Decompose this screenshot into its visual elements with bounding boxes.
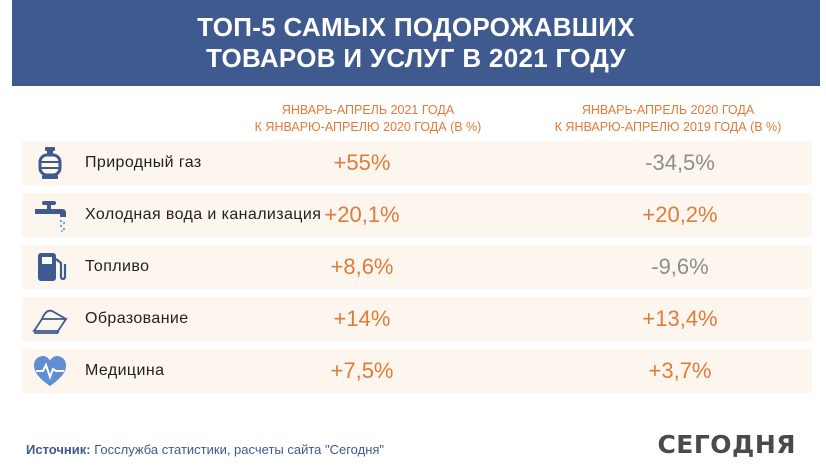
value-2021: +14% — [333, 306, 391, 331]
category-label: Образование — [85, 310, 189, 327]
category-label: Топливо — [85, 258, 150, 275]
heart-pulse-icon — [32, 353, 68, 389]
value-2021: +55% — [333, 150, 391, 175]
water-tap-icon — [32, 197, 68, 233]
column-header-2020: ЯНВАРЬ-АПРЕЛЬ 2020 ГОДА К ЯНВАРЮ-АПРЕЛЮ … — [554, 103, 782, 134]
category-label: Природный газ — [85, 154, 202, 171]
brand-logo: СЕГОДНЯ — [657, 430, 796, 459]
value-2021: +20,1% — [324, 202, 400, 227]
table-row: Холодная вода и канализация +20,1% +20,2% — [22, 193, 812, 237]
fuel-pump-icon — [32, 249, 68, 285]
value-2021: +7,5% — [330, 358, 394, 383]
category-label: Медицина — [85, 362, 165, 379]
column-header-2021: ЯНВАРЬ-АПРЕЛЬ 2021 ГОДА К ЯНВАРЮ-АПРЕЛЮ … — [254, 103, 482, 134]
book-icon — [32, 301, 68, 337]
value-2020: +3,7% — [648, 358, 712, 383]
value-2020: -9,6% — [651, 254, 709, 279]
table-row: Топливо +8,6% -9,6% — [22, 245, 812, 289]
title-line-1: ТОП-5 САМЫХ ПОДОРОЖАВШИХ — [197, 12, 635, 42]
table-row: Природный газ +55% -34,5% — [22, 141, 812, 185]
source-note: Источник: Госслужба статистики, расчеты … — [26, 442, 385, 457]
table-row: Медицина +7,5% +3,7% — [22, 349, 812, 393]
gas-cylinder-icon — [32, 145, 68, 181]
table-rows: Природный газ +55% -34,5% Холодная вода и к… — [22, 141, 812, 401]
value-2021: +8,6% — [330, 254, 394, 279]
value-2020: +13,4% — [642, 306, 718, 331]
value-2020: +20,2% — [642, 202, 718, 227]
title-banner: ТОП-5 САМЫХ ПОДОРОЖАВШИХ ТОВАРОВ И УСЛУГ… — [12, 0, 820, 86]
value-2020: -34,5% — [645, 150, 715, 175]
title-line-2: ТОВАРОВ И УСЛУГ В 2021 ГОДУ — [206, 43, 626, 73]
table-row: Образование +14% +13,4% — [22, 297, 812, 341]
category-label: Холодная вода и канализация — [85, 206, 322, 223]
